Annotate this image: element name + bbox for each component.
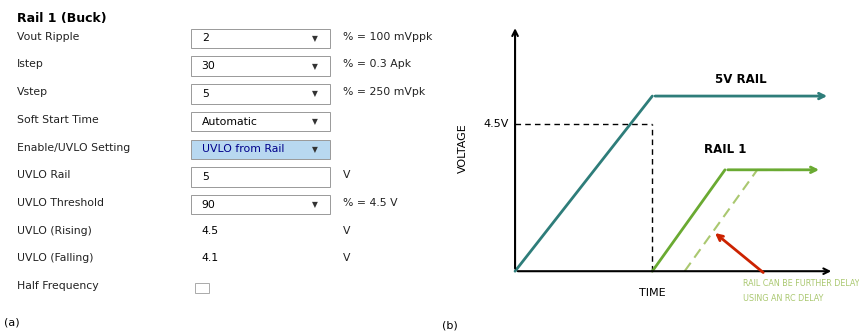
Text: (a): (a) — [4, 318, 20, 328]
Bar — [191, 56, 330, 76]
Bar — [191, 112, 330, 131]
Text: UVLO (Falling): UVLO (Falling) — [17, 254, 94, 264]
Text: % = 4.5 V: % = 4.5 V — [343, 198, 398, 208]
Text: ▼: ▼ — [312, 90, 318, 98]
Text: RAIL 1: RAIL 1 — [704, 143, 746, 156]
Text: ▼: ▼ — [312, 117, 318, 126]
Text: Half Frequency: Half Frequency — [17, 281, 99, 291]
Text: USING AN RC DELAY: USING AN RC DELAY — [743, 294, 824, 303]
Text: VOLTAGE: VOLTAGE — [458, 124, 467, 173]
Bar — [191, 195, 330, 214]
Text: UVLO (Rising): UVLO (Rising) — [17, 226, 92, 236]
Text: RAIL CAN BE FURTHER DELAYED: RAIL CAN BE FURTHER DELAYED — [743, 279, 859, 288]
Text: % = 100 mVppk: % = 100 mVppk — [343, 32, 432, 42]
Bar — [191, 167, 330, 187]
Text: ▼: ▼ — [312, 200, 318, 209]
Text: Vout Ripple: Vout Ripple — [17, 32, 80, 42]
Text: % = 0.3 Apk: % = 0.3 Apk — [343, 59, 411, 69]
Text: 4.5: 4.5 — [202, 226, 219, 236]
Text: V: V — [343, 170, 350, 180]
Text: ▼: ▼ — [312, 34, 318, 43]
Text: UVLO Rail: UVLO Rail — [17, 170, 70, 180]
Text: ▼: ▼ — [312, 145, 318, 154]
Text: (b): (b) — [442, 321, 458, 331]
Text: 30: 30 — [202, 61, 216, 71]
Text: 2: 2 — [202, 33, 209, 43]
Text: UVLO Threshold: UVLO Threshold — [17, 198, 104, 208]
Text: V: V — [343, 254, 350, 264]
Text: % = 250 mVpk: % = 250 mVpk — [343, 87, 425, 97]
Text: 5V RAIL: 5V RAIL — [716, 73, 767, 86]
Text: Automatic: Automatic — [202, 117, 258, 127]
Text: Vstep: Vstep — [17, 87, 48, 97]
Text: ▼: ▼ — [312, 62, 318, 70]
Text: 5: 5 — [202, 172, 209, 182]
Bar — [195, 283, 209, 293]
Text: Rail 1 (Buck): Rail 1 (Buck) — [17, 12, 107, 25]
Text: 4.1: 4.1 — [202, 254, 219, 264]
Text: 90: 90 — [202, 200, 216, 210]
Text: Istep: Istep — [17, 59, 44, 69]
Text: TIME: TIME — [639, 288, 666, 298]
Text: UVLO from Rail: UVLO from Rail — [202, 144, 284, 154]
Bar — [191, 84, 330, 104]
Text: V: V — [343, 226, 350, 236]
Text: Enable/UVLO Setting: Enable/UVLO Setting — [17, 143, 131, 153]
Text: Soft Start Time: Soft Start Time — [17, 115, 99, 125]
Bar — [191, 29, 330, 48]
Text: 5: 5 — [202, 89, 209, 99]
Bar — [191, 140, 330, 159]
Text: 4.5V: 4.5V — [484, 119, 509, 129]
